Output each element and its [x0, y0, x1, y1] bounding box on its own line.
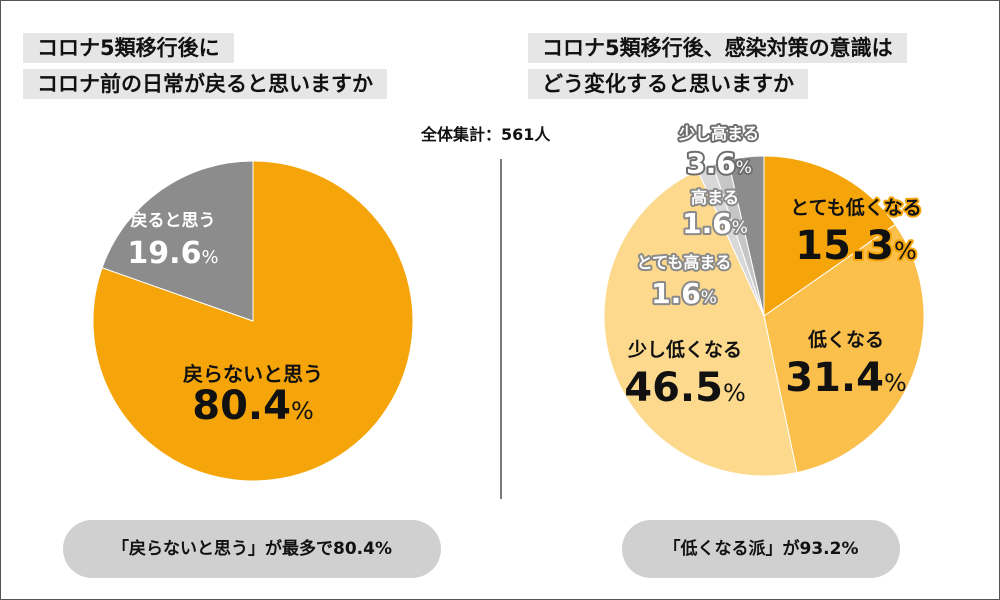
pie-2-label-4: とても高まる	[637, 253, 732, 272]
left-summary-pill: 「戻らないと思う」が最多で80.4%	[63, 520, 441, 578]
pie-2-label-6: 少し高まる	[678, 124, 759, 143]
pie-2-value-6: 3.6%	[686, 147, 752, 180]
right-title-line-1: コロナ5類移行後、感染対策の意識は	[528, 33, 907, 63]
left-title-line-2: コロナ前の日常が戻ると思いますか	[23, 69, 387, 99]
pie-1-slice-2	[101, 160, 254, 322]
pie-2-slice-3	[603, 169, 798, 477]
pie-1-label-1: 戻らないと思う	[183, 362, 323, 386]
center-divider	[500, 159, 502, 499]
pie-2-slice-2	[763, 223, 925, 474]
pie-2-value-1: 15.3%	[795, 223, 917, 269]
pie-2-slice-1	[763, 155, 896, 317]
pie-1-label-2: 戻ると思う	[131, 210, 216, 231]
left-title-line-1: コロナ5類移行後に	[23, 33, 234, 63]
pie-2-slice-6	[727, 155, 765, 317]
pie-2-label-5: 高まる	[691, 188, 739, 207]
right-title-line-2: どう変化すると思いますか	[528, 69, 808, 99]
pie-2-value-4: 1.6%	[651, 277, 717, 310]
pie-2-label-2: 低くなる	[807, 328, 884, 351]
pie-2-label-1: とても低くなる	[790, 196, 921, 219]
right-summary-pill: 「低くなる派」が93.2%	[622, 520, 900, 578]
total-respondents: 全体集計：561人	[421, 125, 551, 144]
pie-2-label-3: 少し低くなる	[627, 338, 742, 361]
